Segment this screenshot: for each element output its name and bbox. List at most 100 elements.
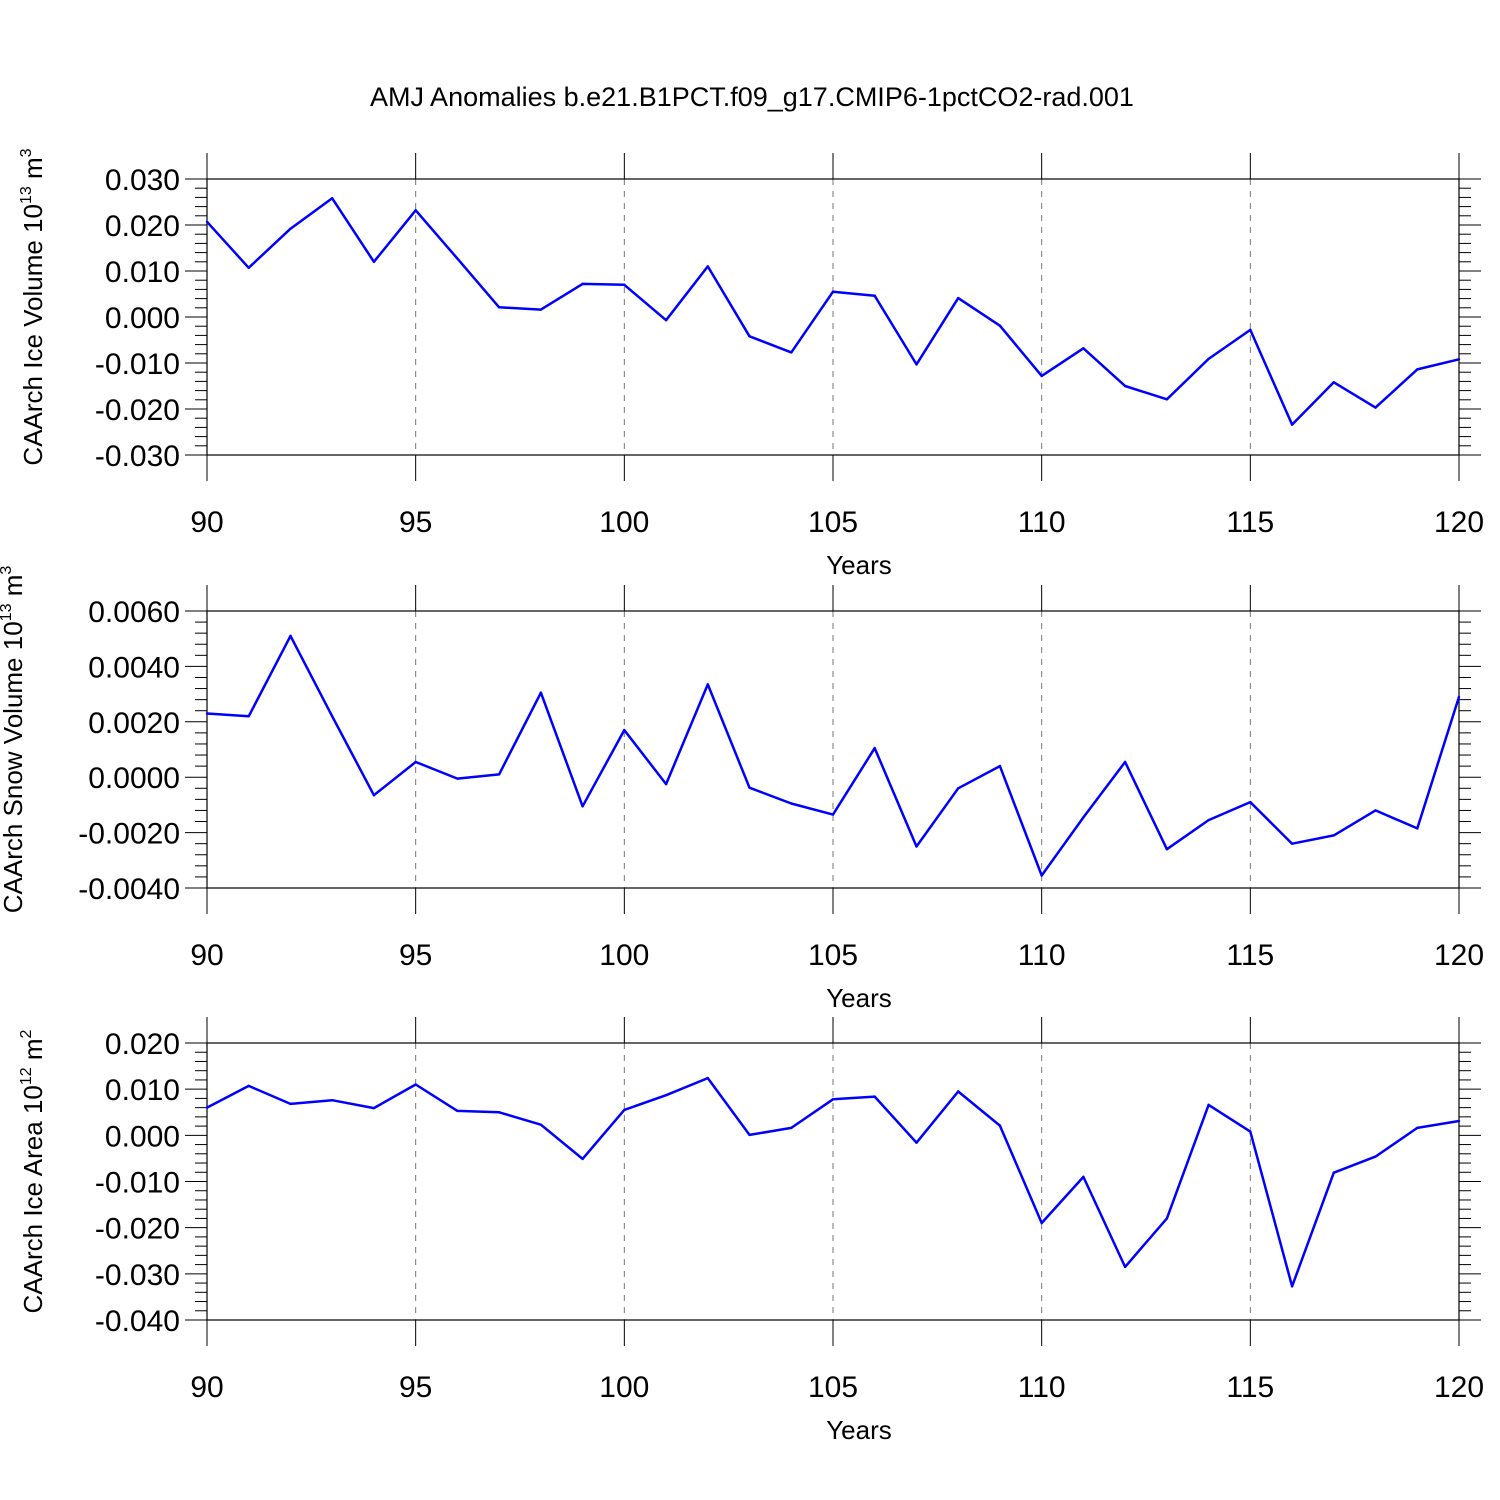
data-point: [456, 257, 459, 260]
data-point: [289, 634, 292, 638]
data-point: [1249, 800, 1252, 804]
y-axis-title-part: 13: [0, 603, 15, 621]
data-point: [331, 1099, 334, 1102]
data-point: [372, 260, 376, 263]
data-point: [456, 1109, 459, 1113]
data-point: [581, 282, 584, 286]
data-point: [1290, 842, 1294, 845]
data-point: [831, 813, 835, 816]
x-axis-title: Years: [826, 550, 892, 580]
data-point: [1332, 381, 1336, 384]
data-point: [331, 197, 334, 200]
y-tick-label: -0.010: [95, 348, 180, 381]
y-tick-label: 0.0000: [88, 762, 180, 795]
x-tick-label: 95: [399, 1371, 432, 1404]
data-point: [1457, 358, 1461, 361]
y-tick-label: 0.0020: [88, 707, 180, 740]
x-tick-label: 95: [399, 939, 432, 972]
x-tick-label: 120: [1434, 506, 1484, 539]
data-point: [915, 1141, 918, 1144]
panels: 90 95 100 105 110 115 120 -0.030 -0.020 -0.010 0.0…: [0, 148, 1484, 1445]
data-point: [205, 220, 209, 223]
x-tick-label: 95: [399, 506, 432, 539]
y-axis-title-part: m: [0, 575, 28, 604]
x-tick-label: 110: [1018, 939, 1066, 972]
x-tick-label: 115: [1226, 506, 1274, 539]
data-point: [497, 1111, 501, 1114]
panel-3: 90 95 100 105 110 115 120 -0.040 -0.030 -0.020 -0.…: [18, 1017, 1484, 1445]
x-tick-label: 100: [599, 939, 649, 972]
data-point: [372, 1106, 376, 1110]
x-tick-label: 100: [599, 506, 649, 539]
y-axis-title-part: 12: [18, 1067, 35, 1085]
y-tick-label: 0.020: [105, 210, 180, 243]
data-point: [998, 1124, 1002, 1127]
data-point: [1374, 1155, 1377, 1158]
data-point: [1416, 1126, 1419, 1130]
data-point: [1249, 1130, 1252, 1133]
data-point: [1374, 406, 1377, 409]
data-point: [1040, 874, 1043, 877]
x-tick-label: 100: [599, 1371, 649, 1404]
data-point: [539, 1123, 543, 1126]
data-point: [957, 296, 960, 300]
x-tick-label: 90: [190, 939, 223, 972]
data-point: [539, 308, 543, 311]
data-point: [623, 283, 626, 286]
data-point: [706, 265, 709, 268]
data-point: [1207, 357, 1210, 361]
data-point: [497, 773, 501, 776]
data-point: [247, 1084, 250, 1088]
data-point: [664, 1093, 668, 1097]
data-point: [664, 782, 668, 786]
y-tick-label: 0.0060: [88, 596, 180, 629]
x-tick-label: 115: [1226, 939, 1274, 972]
data-point: [748, 1133, 751, 1137]
data-point: [873, 1095, 876, 1098]
x-axis-title: Years: [826, 983, 892, 1013]
data-point: [1165, 398, 1169, 401]
data-point: [1207, 818, 1210, 822]
y-tick-label: -0.030: [95, 1259, 180, 1292]
data-point: [706, 683, 709, 686]
data-point: [1165, 848, 1169, 851]
data-point: [1207, 1103, 1210, 1107]
data-point: [289, 227, 292, 230]
data-point: [831, 290, 835, 293]
y-axis-title-part: CAArch Ice Area 10: [18, 1085, 48, 1313]
data-point: [1290, 1285, 1294, 1288]
y-axis-title-part: CAArch Ice Volume 10: [18, 204, 48, 466]
y-axis-title: CAArch Ice Area 1012 m2: [18, 1029, 48, 1313]
data-point: [1040, 374, 1043, 378]
y-tick-label: 0.010: [105, 256, 180, 289]
data-point: [289, 1102, 292, 1106]
data-point: [664, 319, 668, 322]
y-tick-label: 0.000: [105, 302, 180, 335]
data-point: [539, 691, 543, 694]
x-tick-label: 105: [808, 1371, 858, 1404]
y-tick-label: -0.010: [95, 1167, 180, 1200]
data-point: [748, 335, 751, 338]
data-point: [414, 760, 417, 764]
y-axis-title: CAArch Ice Volume 1013 m3: [18, 148, 48, 465]
chart-title: AMJ Anomalies b.e21.B1PCT.f09_g17.CMIP6-…: [370, 82, 1134, 112]
y-tick-label: 0.030: [105, 164, 180, 197]
data-point: [1123, 1265, 1127, 1269]
x-axis-title: Years: [826, 1415, 892, 1445]
y-tick-label: -0.020: [95, 394, 180, 427]
data-point: [1416, 368, 1419, 371]
x-tick-label: 110: [1018, 506, 1066, 539]
data-point: [915, 845, 918, 848]
y-axis-title: CAArch Snow Volume 1013 m3: [0, 566, 28, 914]
data-point: [873, 746, 876, 750]
x-tick-label: 90: [190, 1371, 223, 1404]
y-axis-title-part: m: [18, 157, 48, 186]
data-point: [1082, 1175, 1085, 1179]
data-point: [331, 715, 334, 718]
y-tick-label: -0.0040: [78, 873, 180, 906]
data-point: [790, 351, 793, 354]
data-point: [1165, 1217, 1169, 1220]
data-point: [372, 794, 376, 797]
data-point: [205, 712, 209, 715]
